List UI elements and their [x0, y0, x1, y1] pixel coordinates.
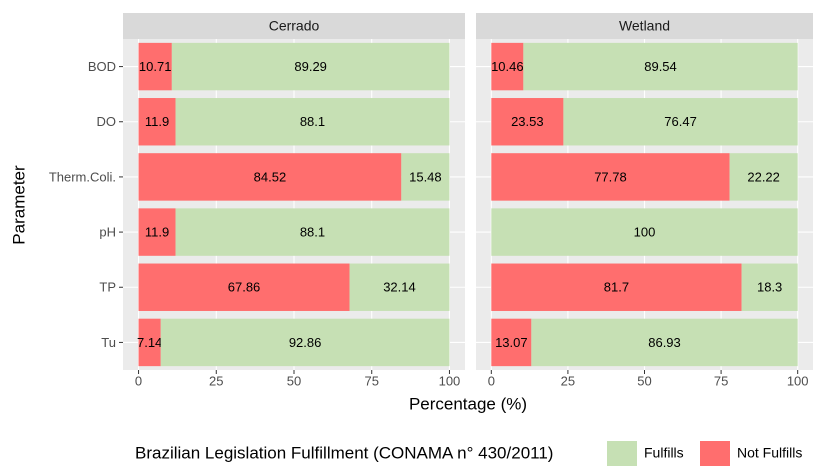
legend-key — [700, 441, 730, 467]
bar-segment — [138, 208, 176, 256]
bar-segment — [491, 42, 524, 91]
value-label: 100 — [634, 225, 656, 240]
value-label: 88.1 — [300, 225, 325, 240]
legend-label: Not Fulfills — [737, 445, 802, 461]
value-label: 13.07 — [495, 335, 528, 350]
strip — [476, 13, 813, 39]
x-tick-label: 0 — [488, 373, 495, 388]
value-label: 10.46 — [491, 59, 524, 74]
bar-segment — [491, 98, 564, 146]
x-tick-label: 50 — [637, 373, 651, 388]
bar-segment — [563, 98, 798, 146]
x-tick-label: 25 — [561, 373, 575, 388]
bar-segment — [138, 318, 161, 367]
value-label: 92.86 — [289, 335, 322, 350]
value-label: 88.1 — [300, 114, 325, 129]
bar-segment — [349, 263, 450, 311]
bar-segment — [491, 208, 798, 256]
x-tick-label: 75 — [714, 373, 728, 388]
y-tick-label: TP — [99, 280, 116, 295]
bar-segment — [138, 42, 172, 91]
legend-key — [607, 441, 637, 467]
legend-title: Brazilian Legislation Fulfillment (CONAM… — [135, 443, 553, 462]
legend-label: Fulfills — [644, 445, 684, 461]
value-label: 7.14 — [137, 335, 162, 350]
x-tick-label: 0 — [135, 373, 142, 388]
strip — [123, 13, 465, 39]
value-label: 15.48 — [409, 169, 442, 184]
bar-segment — [491, 263, 742, 311]
y-tick-label: pH — [99, 225, 116, 240]
value-label: 81.7 — [604, 280, 629, 295]
value-label: 18.3 — [757, 280, 782, 295]
x-tick-label: 50 — [287, 373, 301, 388]
value-label: 11.9 — [145, 114, 169, 129]
bar-segment — [175, 208, 450, 256]
panel-title: Wetland — [619, 18, 670, 34]
bar-segment — [491, 153, 730, 201]
x-tick-label: 75 — [364, 373, 378, 388]
value-label: 89.54 — [644, 59, 677, 74]
value-label: 77.78 — [594, 169, 627, 184]
bar-segment — [729, 153, 798, 201]
y-tick-label: Tu — [101, 335, 116, 350]
value-label: 10.71 — [139, 59, 172, 74]
bar-segment — [138, 153, 402, 201]
value-label: 11.9 — [145, 225, 169, 240]
value-label: 32.14 — [383, 280, 416, 295]
value-label: 76.47 — [664, 114, 697, 129]
value-label: 67.86 — [228, 280, 261, 295]
x-tick-label: 100 — [439, 373, 461, 388]
value-label: 23.53 — [511, 114, 544, 129]
bar-segment — [741, 263, 798, 311]
x-axis-label: Percentage (%) — [409, 394, 527, 413]
x-tick-label: 25 — [209, 373, 223, 388]
bar-segment — [531, 318, 798, 367]
value-label: 86.93 — [648, 335, 681, 350]
bar-segment — [491, 318, 532, 367]
bar-segment — [523, 42, 798, 91]
bar-segment — [160, 318, 450, 367]
bar-segment — [171, 42, 450, 91]
y-tick-label: BOD — [88, 59, 116, 74]
value-label: 22.22 — [747, 169, 780, 184]
value-label: 84.52 — [254, 169, 287, 184]
y-tick-label: Therm.Coli. — [49, 169, 116, 184]
bar-segment — [401, 153, 450, 201]
y-tick-label: DO — [97, 114, 117, 129]
bar-segment — [138, 98, 176, 146]
bar-segment — [175, 98, 450, 146]
panel-title: Cerrado — [269, 18, 320, 34]
value-label: 89.29 — [294, 59, 327, 74]
y-axis-label: Parameter — [9, 165, 28, 245]
bar-segment — [138, 263, 350, 311]
x-tick-label: 100 — [787, 373, 809, 388]
